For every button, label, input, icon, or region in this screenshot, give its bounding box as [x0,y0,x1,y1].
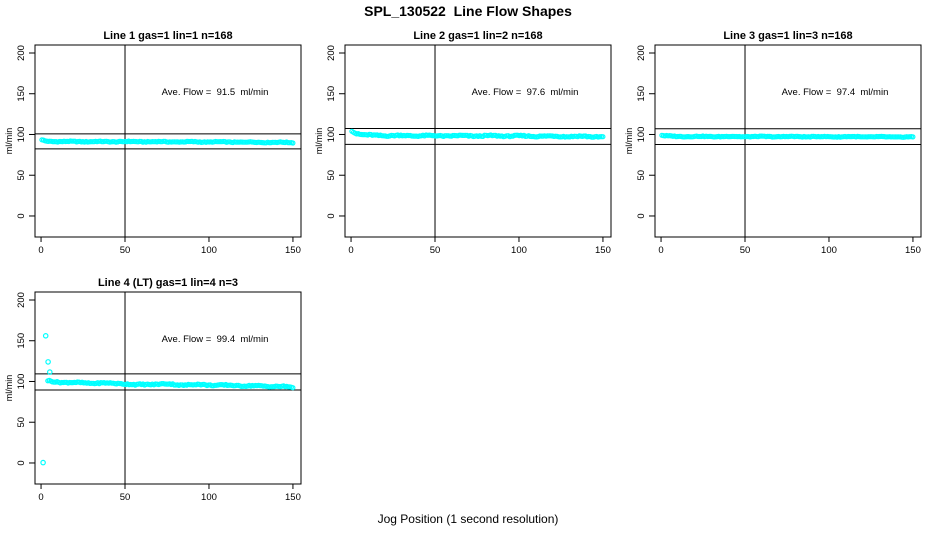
reference-lines [655,45,921,237]
y-tick-label: 150 [16,333,27,349]
y-tick-label: 150 [326,86,337,102]
x-tick-label: 50 [120,492,131,503]
flow-point [600,134,606,140]
y-axis-label: ml/min [624,128,634,155]
y-tick-label: 0 [16,213,27,218]
y-axis-label: ml/min [4,128,14,155]
y-axis-label: ml/min [4,375,14,402]
y-tick-label: 150 [636,86,647,102]
data-points [349,128,606,140]
plot-box [34,291,302,485]
x-tick-label: 0 [658,245,663,256]
outlier-point [45,359,51,365]
ave-flow-annotation: Ave. Flow = 97.6 ml/min [472,87,579,98]
data-points [40,332,296,466]
y-tick-label: 50 [636,170,647,181]
y-tick-label: 200 [16,45,27,61]
reference-lines [345,45,611,237]
x-tick-label: 0 [38,245,43,256]
plot-box [34,44,302,238]
y-tick-label: 100 [326,127,337,143]
flow-panel-4: Line 4 (LT) gas=1 lin=4 n=30501001502000… [4,277,302,503]
x-tick-label: 0 [348,245,353,256]
x-tick-label: 100 [821,245,837,256]
data-points [39,137,296,146]
ave-flow-annotation: Ave. Flow = 97.4 ml/min [782,87,889,98]
axes: 0 50 100 150 200 0 50 100 150 ml/min [4,291,302,503]
ave-flow-annotation: Ave. Flow = 91.5 ml/min [162,87,269,98]
flow-panel-2: Line 2 gas=1 lin=2 n=168 0 50 100 150 200 0 50 1… [314,30,612,256]
y-tick-label: 50 [326,170,337,181]
plot-box [654,44,922,238]
x-tick-label: 50 [120,245,131,256]
y-tick-label: 200 [636,45,647,61]
y-tick-label: 0 [326,213,337,218]
axes: 0 50 100 150 200 0 50 100 150 ml/min [624,44,922,256]
y-tick-label: 100 [636,127,647,143]
x-tick-label: 150 [905,245,921,256]
panel-title: Line 4 (LT) gas=1 lin=4 n=3 [98,277,238,289]
y-tick-label: 50 [16,170,27,181]
x-tick-label: 100 [201,245,217,256]
flow-panel-3: Line 3 gas=1 lin=3 n=168 0 50 100 150 200 0 50 1… [624,30,922,256]
x-tick-label: 150 [285,245,301,256]
outlier-point [42,332,49,339]
x-tick-label: 50 [740,245,751,256]
plot-box [344,44,612,238]
outlier-point [46,369,53,375]
y-tick-label: 100 [16,127,27,143]
data-points [659,132,916,140]
panel-title: Line 1 gas=1 lin=1 n=168 [103,30,232,42]
y-tick-label: 200 [16,292,27,308]
ave-flow-annotation: Ave. Flow = 99.4 ml/min [162,334,269,345]
x-axis-label: Jog Position (1 second resolution) [377,512,559,526]
flow-point [290,140,296,146]
y-tick-label: 200 [326,45,337,61]
flow-point [290,385,296,391]
y-axis-label: ml/min [314,128,324,155]
x-tick-label: 150 [595,245,611,256]
y-tick-label: 0 [636,213,647,218]
flow-point [910,134,916,140]
reference-lines [35,292,301,484]
x-tick-label: 150 [285,492,301,503]
x-tick-label: 100 [201,492,217,503]
x-tick-label: 50 [430,245,441,256]
flow-panel-1: Line 1 gas=1 lin=1 n=168 0 50 100 150 200 0 50 1… [4,30,302,256]
y-tick-label: 150 [16,86,27,102]
outlier-point [40,459,46,466]
main-title: SPL_130522 Line Flow Shapes [364,3,572,19]
x-tick-label: 100 [511,245,527,256]
axes: 0 50 100 150 200 0 50 100 150 ml/min [314,44,612,256]
y-tick-label: 50 [16,417,27,428]
y-tick-label: 0 [16,460,27,465]
panel-title: Line 3 gas=1 lin=3 n=168 [723,30,852,42]
axes: 0 50 100 150 200 0 50 100 150 ml/min [4,44,302,256]
x-tick-label: 0 [38,492,43,503]
panel-title: Line 2 gas=1 lin=2 n=168 [413,30,542,42]
y-tick-label: 100 [16,374,27,390]
